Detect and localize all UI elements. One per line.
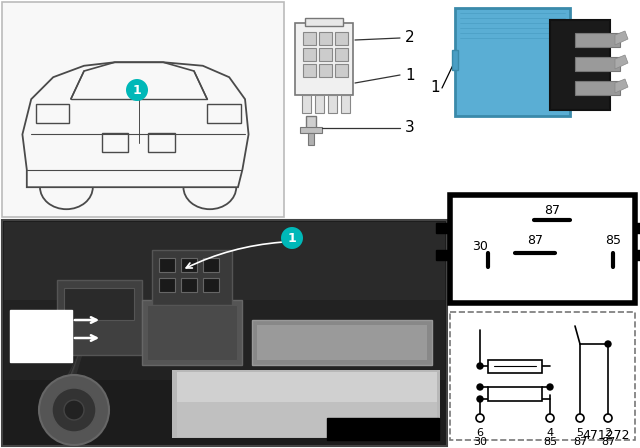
Bar [207, 103, 241, 123]
Bar [319, 64, 332, 77]
Text: 1: 1 [430, 81, 440, 95]
Circle shape [576, 414, 584, 422]
Bar [203, 278, 219, 292]
Bar [64, 288, 134, 320]
Text: 4: 4 [547, 428, 554, 438]
Text: 30: 30 [472, 241, 488, 254]
Bar [335, 64, 348, 77]
Bar [488, 360, 542, 373]
Bar [2, 220, 447, 446]
Bar [159, 258, 175, 272]
Bar [308, 133, 314, 145]
Text: 87: 87 [527, 234, 543, 247]
Text: 85: 85 [543, 437, 557, 447]
Bar [177, 402, 437, 437]
Circle shape [546, 414, 554, 422]
Bar [305, 18, 343, 26]
Bar [450, 312, 635, 440]
Text: 1: 1 [405, 68, 415, 82]
Circle shape [604, 414, 612, 422]
Bar [488, 387, 542, 401]
Bar [142, 300, 242, 365]
Bar [181, 258, 197, 272]
Bar [335, 32, 348, 45]
Bar [328, 95, 337, 113]
Bar [4, 300, 445, 380]
Circle shape [281, 227, 303, 249]
Bar [257, 325, 427, 360]
Polygon shape [615, 31, 628, 45]
Bar [36, 103, 69, 123]
Text: 1: 1 [287, 232, 296, 245]
Bar [436, 250, 450, 260]
Circle shape [547, 384, 553, 390]
Circle shape [477, 396, 483, 402]
Bar [315, 95, 324, 113]
Bar [172, 370, 440, 438]
Bar [159, 278, 175, 292]
Bar [10, 310, 72, 362]
Bar [335, 48, 348, 61]
Bar [147, 305, 237, 360]
Bar [300, 127, 322, 133]
Text: 062274: 062274 [354, 422, 412, 436]
Polygon shape [615, 79, 628, 93]
Circle shape [476, 414, 484, 422]
Bar [319, 32, 332, 45]
Bar [575, 81, 620, 95]
Text: 2: 2 [405, 30, 415, 46]
Bar [295, 23, 353, 95]
Text: 5: 5 [577, 428, 584, 438]
Circle shape [64, 400, 84, 420]
Bar [550, 20, 610, 110]
Text: K6: K6 [20, 318, 46, 336]
Text: 85: 85 [605, 234, 621, 247]
Text: 87: 87 [573, 437, 587, 447]
Circle shape [477, 363, 483, 369]
Bar [455, 8, 570, 116]
Bar [2, 2, 284, 217]
Text: 6: 6 [477, 428, 483, 438]
Bar [327, 418, 439, 440]
Text: 1: 1 [132, 83, 141, 96]
Bar [4, 222, 445, 302]
Circle shape [605, 341, 611, 347]
Circle shape [126, 79, 148, 101]
Circle shape [39, 375, 109, 445]
Circle shape [52, 388, 96, 432]
Text: 3: 3 [405, 121, 415, 135]
Bar [436, 223, 450, 233]
Text: 30: 30 [473, 437, 487, 447]
Bar [635, 250, 640, 260]
Bar [152, 250, 232, 305]
Bar [303, 48, 316, 61]
Polygon shape [615, 55, 628, 69]
Bar [575, 33, 620, 47]
Bar [203, 258, 219, 272]
Text: 471272: 471272 [582, 429, 630, 442]
Text: X61: X61 [20, 339, 59, 357]
Text: 87: 87 [601, 437, 615, 447]
Bar [341, 95, 350, 113]
Bar [635, 223, 640, 233]
Bar [181, 278, 197, 292]
Bar [252, 320, 432, 365]
Bar [319, 48, 332, 61]
Bar [303, 32, 316, 45]
Text: 87: 87 [544, 204, 560, 217]
Bar [177, 372, 437, 402]
Bar [452, 50, 458, 70]
Bar [57, 280, 142, 355]
Text: 2: 2 [604, 428, 612, 438]
Bar [148, 133, 175, 152]
Bar [306, 116, 316, 130]
Bar [102, 133, 128, 152]
Bar [302, 95, 311, 113]
Bar [303, 64, 316, 77]
Bar [575, 57, 620, 71]
Bar [450, 195, 635, 303]
Circle shape [477, 384, 483, 390]
